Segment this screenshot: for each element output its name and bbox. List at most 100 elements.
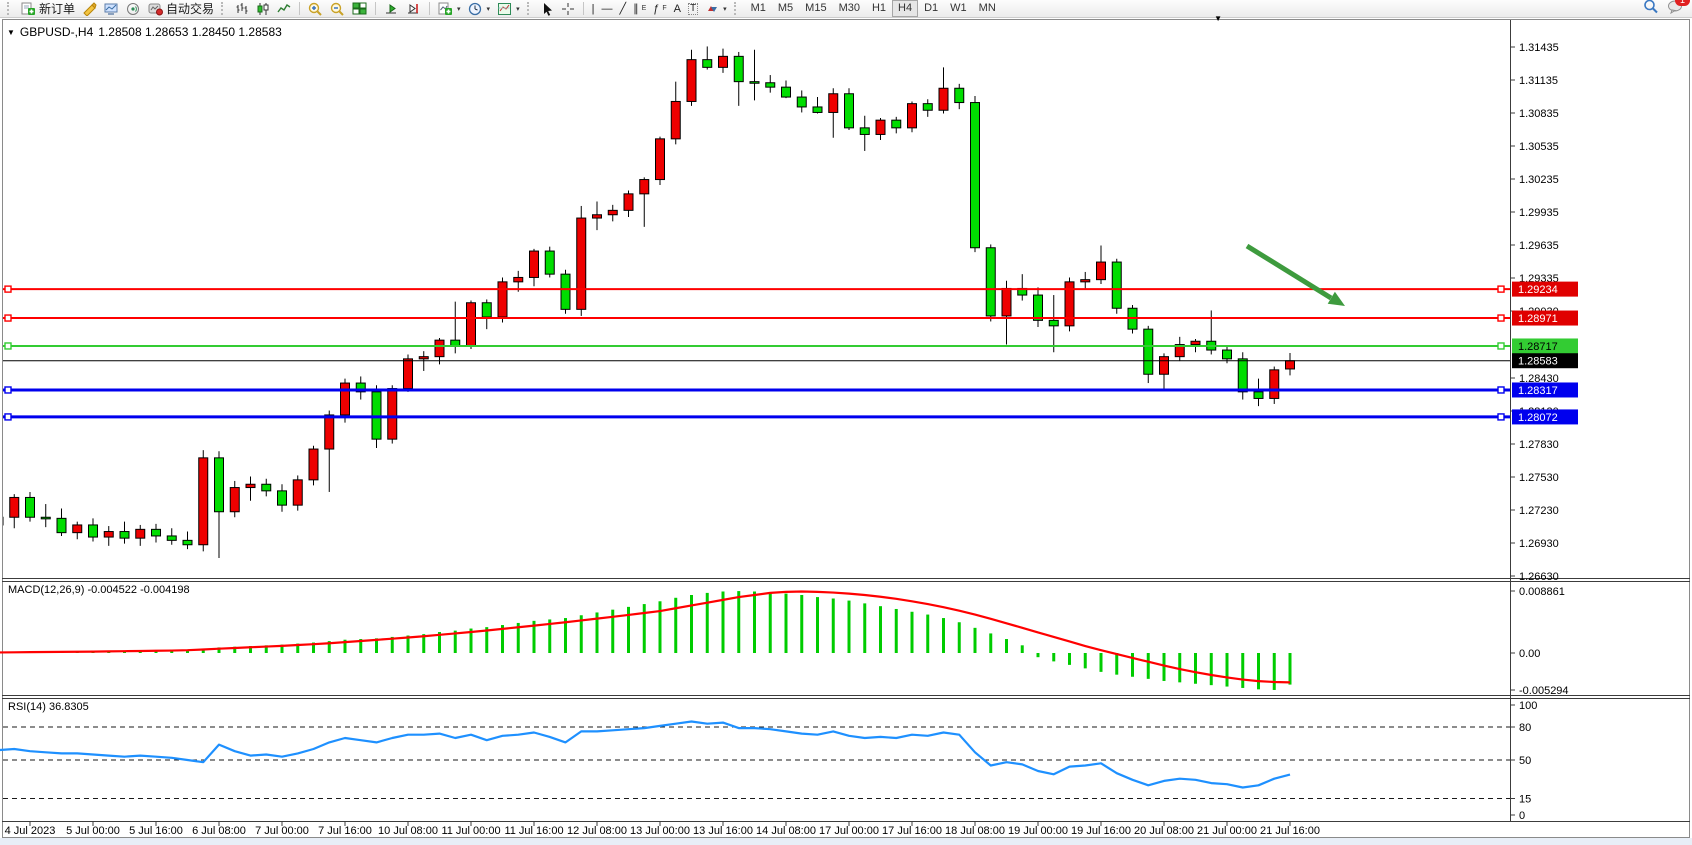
market-watch-button[interactable] (101, 1, 122, 17)
rsi-panel: 100 80 50 15 0 (0, 700, 1537, 822)
period-button[interactable]: ▾ (465, 1, 494, 17)
time-axis-label: 4 Jul 2023 (5, 825, 56, 837)
hline-handle[interactable] (1497, 314, 1505, 322)
arrows-tool[interactable]: ▾ (702, 1, 730, 17)
bar-chart-button[interactable] (232, 1, 252, 17)
template-button[interactable]: ▾ (494, 1, 523, 17)
autotrading-icon (148, 2, 164, 16)
hline-handle[interactable] (1497, 342, 1505, 350)
timeframe-button-m30[interactable]: M30 (838, 2, 860, 14)
arrow-annotation[interactable] (1245, 243, 1345, 306)
horizontal-line-objects[interactable] (3, 285, 1510, 421)
rsi-indicator-label: RSI(14) 36.8305 (8, 701, 89, 713)
candle-13-Jul-16-00 (718, 55, 728, 68)
line-chart-button[interactable] (274, 1, 294, 17)
toolbar-right-group: 1 (1643, 0, 1690, 19)
add-indicator-icon (438, 2, 453, 16)
candle-20-Jul-04-00 (1143, 328, 1154, 375)
cursor-tool-button[interactable] (538, 1, 557, 17)
trendline-icon: ╱ (619, 3, 627, 15)
time-axis-label: 7 Jul 00:00 (255, 825, 309, 837)
zoom-in-icon (308, 2, 323, 16)
favorites-button[interactable] (79, 1, 100, 17)
time-axis-label: 12 Jul 08:00 (567, 825, 627, 837)
tile-windows-icon (352, 2, 367, 16)
hline-handle[interactable] (4, 285, 12, 293)
search-icon[interactable] (1643, 0, 1659, 19)
candle-14-Jul-20-00 (828, 93, 839, 113)
candle-5-Jul-08-00 (119, 531, 130, 539)
hline-handle[interactable] (1497, 413, 1505, 421)
text-tool[interactable]: A (671, 1, 684, 17)
candle-10-Jul-08-00 (403, 358, 413, 390)
hline-handle[interactable] (4, 314, 12, 322)
zoom-in-button[interactable] (305, 1, 326, 17)
cursor-icon (541, 2, 554, 16)
hline-handle[interactable] (4, 413, 12, 421)
horizontal-line-tool[interactable]: — (598, 1, 615, 17)
notifications-button[interactable]: 1 (1667, 0, 1690, 19)
candle-4-Jul-08-00 (25, 496, 35, 518)
add-indicator-button[interactable]: ▾ (435, 1, 464, 17)
candle-21-Jul-00-00 (1222, 349, 1232, 360)
candle-7-Jul-16-00 (340, 382, 350, 416)
chart-title: ▼ GBPUSD-,H4 1.28508 1.28653 1.28450 1.2… (7, 25, 282, 39)
timeframe-button-w1[interactable]: W1 (950, 2, 967, 14)
candle-17-Jul-00-00 (844, 93, 854, 129)
vertical-line-tool[interactable]: | (589, 1, 598, 17)
trendline-tool[interactable]: ╱ (616, 1, 629, 17)
auto-scroll-icon (384, 2, 399, 16)
toolbar-separator (582, 2, 584, 15)
signal-button[interactable] (123, 1, 144, 17)
candle-11-Jul-08-00 (497, 281, 508, 318)
candle-11-Jul-20-00 (544, 250, 555, 275)
timeframe-button-h1[interactable]: H1 (871, 2, 887, 14)
timeframe-button-h4[interactable]: H4 (892, 0, 919, 17)
time-axis-label: 11 Jul 00:00 (441, 825, 500, 837)
hline-handle[interactable] (1497, 285, 1505, 293)
rsi-axis-label: 100 (1519, 700, 1537, 712)
collapse-triangle-icon[interactable]: ▼ (7, 27, 15, 37)
crosshair-icon (561, 2, 575, 16)
candle-17-Jul-16-00 (907, 103, 917, 129)
hline-handle[interactable] (4, 342, 12, 350)
timeframe-button-m1[interactable]: M1 (750, 2, 766, 14)
candle-14-Jul-00-00 (749, 81, 760, 84)
crosshair-tool-button[interactable] (558, 1, 578, 17)
candle-17-Jul-20-00 (922, 103, 933, 111)
autotrading-button[interactable]: 自动交易 (145, 1, 217, 17)
candle-5-Jul-16-00 (151, 528, 161, 537)
macd-axis-label: -0.005294 (1519, 685, 1569, 697)
candlestick-chart-button[interactable] (253, 1, 273, 17)
period-clock-icon (468, 2, 483, 16)
candle-6-Jul-04-00 (198, 457, 209, 546)
candle-7-Jul-12-00 (324, 414, 335, 450)
time-axis-label: 19 Jul 16:00 (1071, 825, 1131, 837)
signal-icon (126, 2, 141, 16)
toolbar-overflow-icon[interactable]: ▼ (1214, 14, 1222, 23)
candle-21-Jul-12-00 (1269, 369, 1280, 399)
auto-scroll-button[interactable] (381, 1, 402, 17)
timeframe-button-m5[interactable]: M5 (777, 2, 794, 14)
candle-11-Jul-12-00 (513, 276, 524, 283)
label-tool[interactable]: T (685, 1, 701, 17)
candle-21-Jul-08-00 (1253, 391, 1264, 399)
svg-text:1.28072: 1.28072 (1518, 412, 1558, 424)
price-badge-1.28971 (1512, 310, 1578, 326)
candle-17-Jul-08-00 (875, 119, 886, 135)
zoom-out-button[interactable] (327, 1, 348, 17)
candle-18-Jul-00-00 (938, 87, 949, 111)
chart-shift-button[interactable] (403, 1, 424, 17)
candle-6-Jul-00-00 (182, 539, 193, 546)
tile-windows-button[interactable] (349, 1, 370, 17)
hline-handle[interactable] (1497, 386, 1505, 394)
timeframe-button-d1[interactable]: D1 (924, 2, 939, 14)
channel-tool[interactable]: ∥ E (630, 1, 649, 17)
timeframe-button-m15[interactable]: M15 (805, 2, 827, 14)
timeframe-button-mn[interactable]: MN (978, 2, 996, 14)
new-order-button[interactable]: 新订单 (18, 1, 78, 17)
hline-handle[interactable] (4, 386, 12, 394)
price-axis-label: 1.26630 (1519, 571, 1559, 583)
